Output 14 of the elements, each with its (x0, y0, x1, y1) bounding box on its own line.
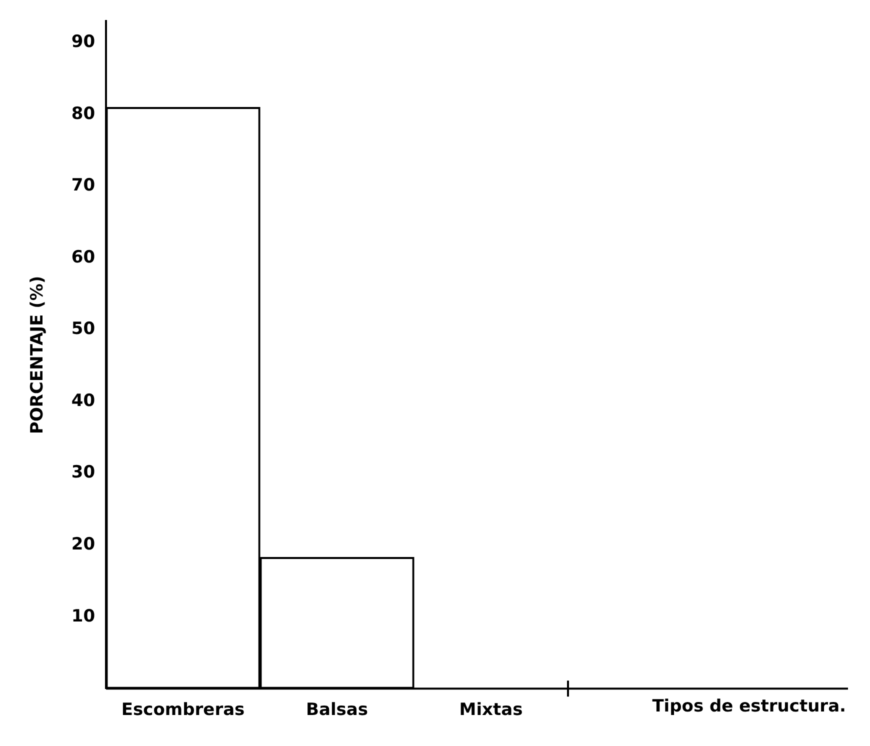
x-axis-title: Tipos de estructura. (652, 696, 846, 717)
y-tick-label: 60 (71, 247, 96, 268)
y-tick-label: 10 (71, 606, 96, 626)
y-tick-label: 80 (71, 104, 96, 124)
y-axis-title: PORCENTAJE (%) (28, 276, 48, 434)
x-tick-label: Escombreras (121, 700, 245, 720)
x-tick-label: Mixtas (459, 700, 523, 720)
y-tick-label: 50 (71, 319, 96, 340)
y-tick-label: 70 (71, 176, 96, 196)
y-tick-label: 30 (71, 462, 96, 483)
y-tick-label: 20 (71, 534, 96, 554)
y-tick-label: 40 (71, 390, 96, 411)
x-tick-label: Balsas (306, 700, 368, 720)
y-tick-label: 90 (71, 32, 96, 52)
